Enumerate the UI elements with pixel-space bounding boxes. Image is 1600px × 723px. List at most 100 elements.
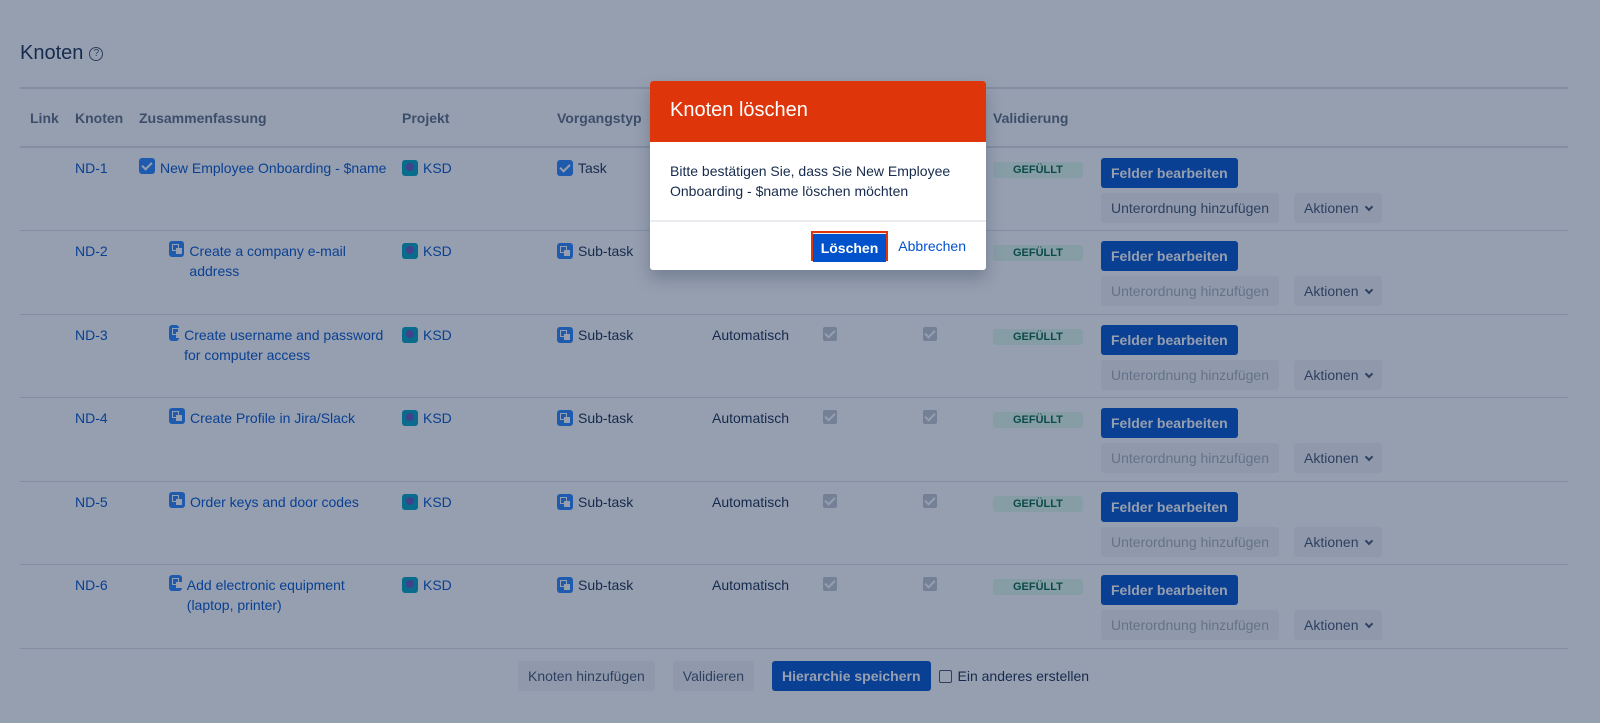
status-badge: GEFÜLLT bbox=[993, 495, 1083, 512]
summary-link[interactable]: Create username and password for compute… bbox=[184, 326, 384, 363]
status-badge: GEFÜLLT bbox=[993, 328, 1083, 345]
status-badge: GEFÜLLT bbox=[993, 412, 1083, 428]
subtask-icon bbox=[169, 241, 185, 257]
actions-dropdown[interactable]: Aktionen bbox=[1294, 193, 1383, 223]
page-title: Knoten? bbox=[20, 42, 104, 65]
edit-fields-button[interactable]: Felder bearbeiten bbox=[1101, 575, 1238, 605]
project-link[interactable]: KSD bbox=[423, 493, 452, 510]
issue-type: Sub-task bbox=[578, 326, 634, 343]
task-icon bbox=[557, 160, 573, 176]
column-header: Link bbox=[20, 87, 65, 148]
link-cell bbox=[20, 314, 65, 398]
subtask-icon bbox=[557, 326, 573, 343]
status-badge: GEFÜLLT bbox=[993, 579, 1083, 595]
link-cell bbox=[20, 397, 65, 482]
add-child-button[interactable]: Unterordnung hinzufügen bbox=[1101, 443, 1280, 473]
dialog-title: Knoten löschen bbox=[650, 81, 986, 142]
checkbox-disabled bbox=[823, 326, 837, 341]
node-id-link[interactable]: ND-2 bbox=[75, 243, 108, 259]
project-link[interactable]: KSD bbox=[423, 410, 452, 426]
node-id-link[interactable]: ND-1 bbox=[75, 160, 108, 176]
project-avatar-icon bbox=[402, 493, 418, 510]
checkbox-disabled bbox=[923, 326, 937, 341]
checkbox-disabled bbox=[823, 493, 837, 508]
edit-fields-button[interactable]: Felder bearbeiten bbox=[1101, 324, 1238, 355]
dialog-body: Bitte bestätigen Sie, dass Sie New Emplo… bbox=[650, 142, 986, 222]
edit-fields-button[interactable]: Felder bearbeiten bbox=[1101, 241, 1238, 271]
project-link[interactable]: KSD bbox=[423, 577, 452, 593]
add-child-button[interactable]: Unterordnung hinzufügen bbox=[1101, 193, 1280, 223]
summary-link[interactable]: New Employee Onboarding - $name bbox=[160, 160, 387, 176]
add-child-button[interactable]: Unterordnung hinzufügen bbox=[1101, 359, 1280, 390]
edit-fields-button[interactable]: Felder bearbeiten bbox=[1101, 158, 1238, 188]
link-cell bbox=[20, 230, 65, 315]
actions-dropdown[interactable]: Aktionen bbox=[1294, 276, 1383, 306]
table-row: ND-5 Order keys and door codes KSD Sub-t… bbox=[20, 481, 1568, 565]
help-icon[interactable]: ? bbox=[89, 46, 104, 61]
link-cell bbox=[20, 564, 65, 649]
save-hierarchy-button[interactable]: Hierarchie speichern bbox=[772, 661, 931, 691]
issue-type: Sub-task bbox=[578, 493, 634, 510]
edit-fields-button[interactable]: Felder bearbeiten bbox=[1101, 408, 1238, 438]
project-link[interactable]: KSD bbox=[423, 160, 452, 176]
subtask-icon bbox=[557, 577, 573, 593]
summary-link[interactable]: Create Profile in Jira/Slack bbox=[190, 410, 355, 426]
table-row: ND-3 Create username and password for co… bbox=[20, 314, 1568, 398]
mode: Automatisch bbox=[712, 326, 790, 343]
summary-link[interactable]: Add electronic equipment (laptop, printe… bbox=[186, 577, 345, 613]
mode: Automatisch bbox=[712, 577, 790, 593]
project-avatar-icon bbox=[402, 160, 418, 176]
node-id-link[interactable]: ND-5 bbox=[75, 493, 108, 510]
column-header bbox=[1091, 87, 1568, 148]
actions-dropdown[interactable]: Aktionen bbox=[1294, 610, 1383, 640]
link-cell bbox=[20, 481, 65, 565]
project-link[interactable]: KSD bbox=[423, 243, 452, 259]
actions-dropdown[interactable]: Aktionen bbox=[1294, 359, 1383, 390]
confirm-delete-button[interactable]: Löschen bbox=[810, 231, 889, 262]
issue-type: Sub-task bbox=[578, 577, 634, 593]
cancel-link[interactable]: Abbrechen bbox=[898, 238, 966, 254]
subtask-icon bbox=[557, 410, 573, 426]
project-link[interactable]: KSD bbox=[423, 326, 452, 343]
issue-type: Sub-task bbox=[578, 243, 634, 259]
column-header: Knoten bbox=[65, 87, 129, 148]
project-avatar-icon bbox=[402, 243, 418, 259]
table-row: ND-6 Add electronic equipment (laptop, p… bbox=[20, 564, 1568, 649]
link-cell bbox=[20, 147, 65, 231]
subtask-icon bbox=[557, 243, 573, 259]
summary-link[interactable]: Order keys and door codes bbox=[190, 493, 359, 510]
issue-type: Task bbox=[578, 160, 607, 176]
edit-fields-button[interactable]: Felder bearbeiten bbox=[1101, 491, 1238, 522]
validate-button[interactable]: Validieren bbox=[672, 661, 754, 691]
project-avatar-icon bbox=[402, 577, 418, 593]
issue-type: Sub-task bbox=[578, 410, 634, 426]
footer-actions: Knoten hinzufügen Validieren Hierarchie … bbox=[518, 661, 1089, 691]
node-id-link[interactable]: ND-6 bbox=[75, 577, 108, 593]
delete-node-dialog: Knoten löschen Bitte bestätigen Sie, das… bbox=[650, 81, 986, 270]
subtask-icon bbox=[169, 324, 183, 341]
create-another-checkbox[interactable]: Ein anderes erstellen bbox=[938, 668, 1089, 684]
actions-dropdown[interactable]: Aktionen bbox=[1294, 443, 1383, 473]
checkbox-disabled bbox=[923, 577, 937, 591]
checkbox-disabled bbox=[923, 410, 937, 424]
column-header: Projekt bbox=[392, 87, 547, 148]
add-child-button[interactable]: Unterordnung hinzufügen bbox=[1101, 526, 1280, 557]
status-badge: GEFÜLLT bbox=[993, 162, 1083, 178]
task-icon bbox=[139, 158, 155, 174]
add-child-button[interactable]: Unterordnung hinzufügen bbox=[1101, 610, 1280, 640]
node-id-link[interactable]: ND-3 bbox=[75, 326, 108, 343]
project-avatar-icon bbox=[402, 410, 418, 426]
mode: Automatisch bbox=[712, 493, 790, 510]
mode: Automatisch bbox=[712, 410, 790, 426]
subtask-icon bbox=[169, 408, 185, 424]
add-child-button[interactable]: Unterordnung hinzufügen bbox=[1101, 276, 1280, 306]
table-row: ND-4 Create Profile in Jira/Slack KSD Su… bbox=[20, 397, 1568, 482]
summary-link[interactable]: Create a company e-mail address bbox=[189, 243, 346, 279]
column-header: Zusammenfassung bbox=[129, 87, 392, 148]
subtask-icon bbox=[169, 491, 185, 508]
subtask-icon bbox=[557, 493, 573, 510]
status-badge: GEFÜLLT bbox=[993, 245, 1083, 261]
actions-dropdown[interactable]: Aktionen bbox=[1294, 526, 1383, 557]
node-id-link[interactable]: ND-4 bbox=[75, 410, 108, 426]
add-node-button[interactable]: Knoten hinzufügen bbox=[518, 661, 655, 691]
